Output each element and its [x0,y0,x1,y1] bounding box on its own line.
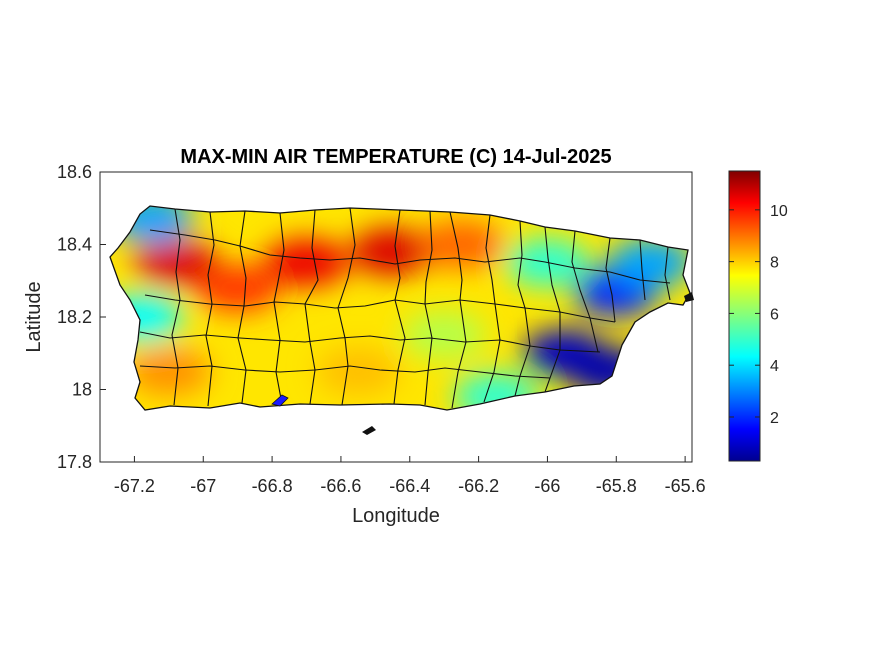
x-tick-label: -65.6 [665,476,706,496]
x-axis-ticks: -67.2 -67 -66.8 -66.6 -66.4 -66.2 -66 -65.8 -65.… [114,456,706,496]
x-tick-label: -66.8 [252,476,293,496]
field-region-2 [264,238,349,287]
y-tick-label: 18 [72,380,92,400]
colorbar-tick-label: 2 [770,410,779,427]
colorbar-tick-label: 4 [770,358,779,375]
x-tick-label: -67.2 [114,476,155,496]
colorbar [728,170,761,462]
field-region-9 [402,311,487,360]
municipal-boundaries [139,207,671,409]
colorbar-tick-label: 8 [770,255,779,272]
y-tick-label: 18.6 [57,162,92,182]
field-region-0 [133,238,218,287]
x-tick-label: -66 [534,476,560,496]
field-region-4 [419,220,504,269]
field-region-1 [195,264,280,312]
y-axis-label: Latitude [23,281,45,352]
y-axis-ticks: 18.6 18.4 18.2 18 17.8 [57,162,106,472]
y-tick-label: 17.8 [57,452,92,472]
islet-east [684,292,694,302]
islet-caja-de-muertos [362,426,376,435]
temperature-field [110,206,690,410]
field-region-3 [350,227,435,276]
colorbar-tick-label: 6 [770,306,779,323]
field-region-8 [316,347,401,396]
x-tick-label: -66.2 [458,476,499,496]
x-tick-label: -66.4 [389,476,430,496]
islet-south [271,394,289,407]
field-region-7 [126,347,211,396]
x-tick-label: -66.6 [320,476,361,496]
x-tick-label: -67 [190,476,216,496]
field-region-15 [608,238,690,287]
colorbar-tick-label: 10 [770,203,788,220]
island-outline [109,205,691,411]
y-tick-label: 18.4 [57,235,92,255]
chart-title: MAX-MIN AIR TEMPERATURE (C) 14-Jul-2025 [180,146,611,168]
x-axis-label: Longitude [352,505,440,527]
x-tick-label: -65.8 [596,476,637,496]
colorbar-ticks: 10 8 6 4 2 [729,203,788,427]
y-tick-label: 18.2 [57,307,92,327]
